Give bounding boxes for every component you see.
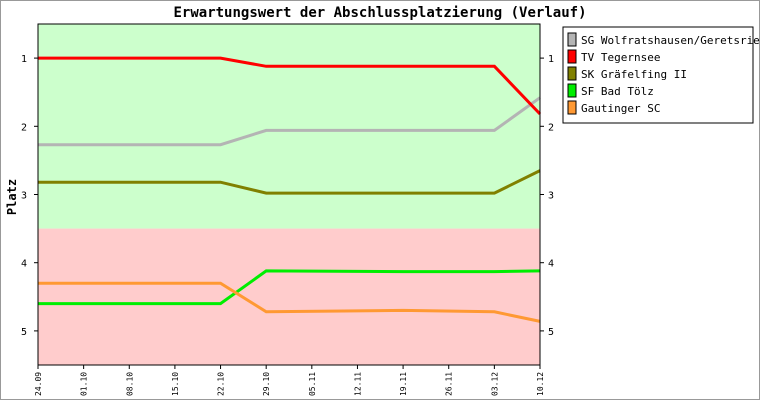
y-axis-right: 1 2 3 4 5 — [540, 54, 554, 338]
legend-entry: TV Tegernsee — [581, 51, 660, 64]
legend-box — [562, 26, 754, 124]
y-tick-label: 5 — [21, 327, 27, 338]
series-line-1 — [38, 96, 541, 147]
legend-swatch — [567, 32, 577, 47]
legend: SG Wolfratshausen/Geretsried TV Tegernsee… — [562, 26, 760, 124]
y-axis-left: 1 2 3 4 5 — [21, 54, 38, 338]
zone-upper — [38, 24, 540, 229]
x-tick-label: 12.11 — [353, 372, 362, 396]
y-axis-label: Platz — [5, 179, 19, 215]
x-tick-label: 26.11 — [445, 372, 454, 396]
legend-entry: SF Bad Tölz — [581, 85, 654, 98]
series-line-2 — [38, 56, 542, 116]
series-line-4 — [38, 269, 541, 306]
y-tick-label-right: 3 — [548, 191, 554, 202]
y-tick-label: 3 — [21, 191, 27, 202]
x-tick-label: 29.10 — [262, 372, 271, 396]
x-tick-label: 05.11 — [308, 372, 317, 396]
series-line-5 — [38, 281, 541, 323]
x-tick-label: 01.10 — [80, 372, 89, 396]
zone-lower — [38, 228, 540, 365]
y-tick-label-right: 4 — [548, 259, 554, 270]
series-line-3 — [38, 169, 541, 195]
x-tick-label: 10.12 — [536, 372, 545, 396]
y-tick-label-right: 5 — [548, 327, 554, 338]
x-tick-label: 22.10 — [217, 372, 226, 396]
y-tick-label-right: 1 — [548, 54, 554, 65]
legend-swatch — [567, 49, 577, 64]
legend-entry: Gautinger SC — [581, 102, 660, 115]
y-tick-label: 2 — [21, 122, 27, 133]
legend-swatch — [567, 83, 577, 98]
x-tick-label: 03.12 — [490, 372, 499, 396]
y-tick-label: 4 — [21, 259, 27, 270]
legend-entry: SK Gräfelfing II — [581, 68, 687, 81]
series-lines — [38, 56, 542, 323]
legend-entry: SG Wolfratshausen/Geretsried — [581, 34, 760, 47]
x-tick-label: 15.10 — [171, 372, 180, 396]
chart-title: Erwartungswert der Abschlussplatzierung … — [173, 5, 586, 21]
legend-swatch — [567, 100, 577, 115]
x-tick-label: 24.09 — [34, 372, 43, 396]
legend-swatch — [567, 66, 577, 81]
x-tick-label: 08.10 — [125, 372, 134, 396]
x-tick-label: 19.11 — [399, 372, 408, 396]
y-tick-label-right: 2 — [548, 122, 554, 133]
y-tick-label: 1 — [21, 54, 27, 65]
x-axis: 24.09 01.10 08.10 15.10 22.10 29.10 05.11 12.11… — [34, 365, 545, 396]
